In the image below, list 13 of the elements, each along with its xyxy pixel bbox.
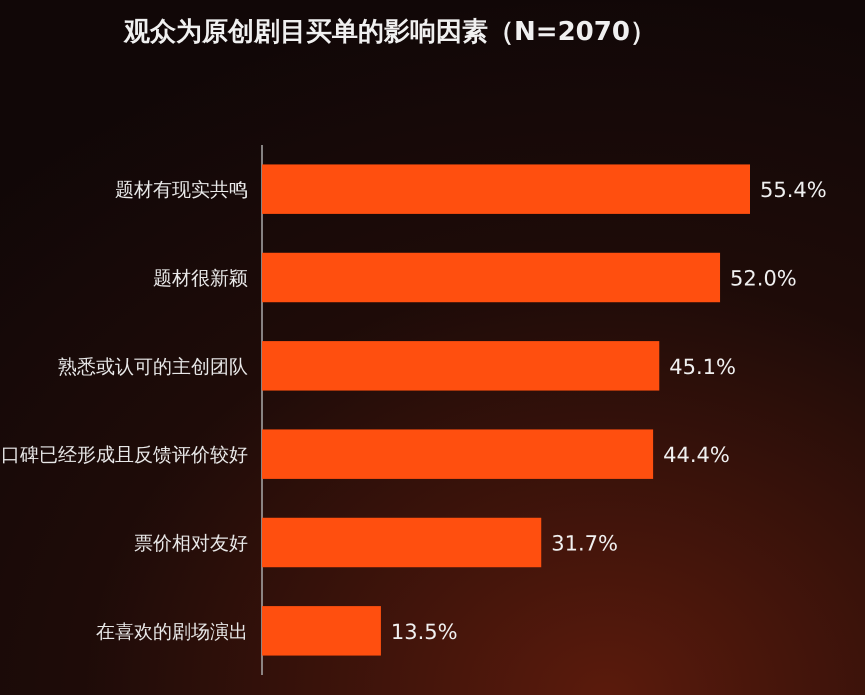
data-label: 44.4%	[663, 443, 730, 468]
y-tick-label: 题材很新颖	[153, 268, 248, 290]
y-tick-label: 在喜欢的剧场演出	[96, 620, 248, 643]
data-label: 31.7%	[551, 532, 618, 556]
data-label: 45.1%	[669, 354, 736, 379]
data-label: 55.4%	[760, 178, 827, 202]
chart-title: 观众为原创剧目买单的影响因素（N=2070）	[123, 17, 656, 47]
data-label: 13.5%	[390, 620, 458, 644]
y-tick-label: 题材有现实共鸣	[115, 179, 248, 202]
data-label: 52.0%	[730, 266, 797, 290]
y-tick-label: 熟悉或认可的主创团队	[58, 356, 248, 378]
y-tick-label: 票价相对友好	[134, 532, 248, 554]
y-tick-label: 口碑已经形成且反馈评价较好	[1, 444, 248, 466]
